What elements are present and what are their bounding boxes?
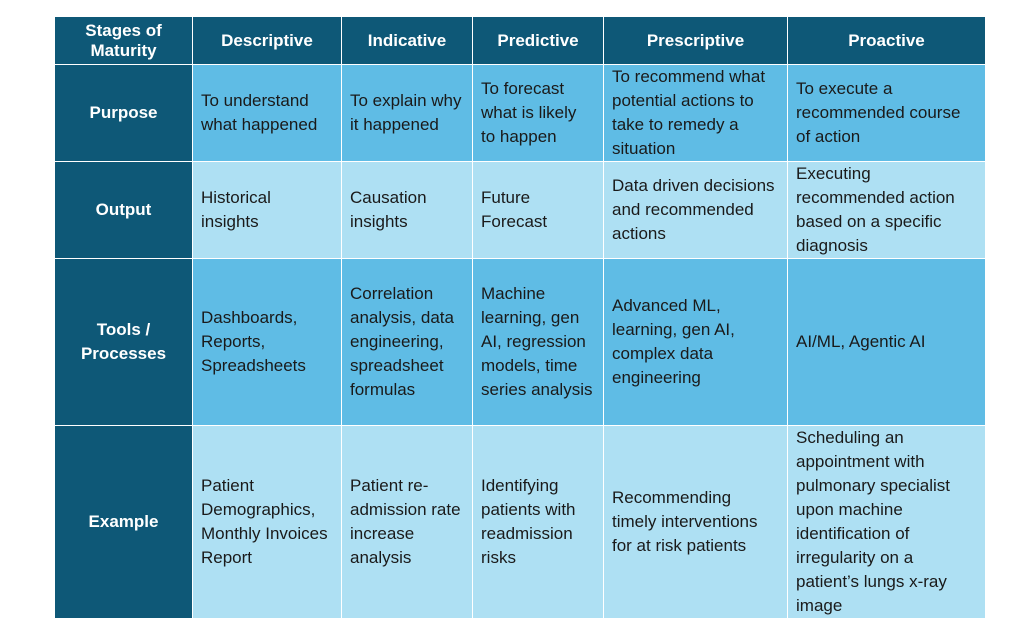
cell-output-indicative: Causation insights: [341, 161, 473, 259]
header-proactive: Proactive: [787, 16, 986, 65]
cell-output-proactive: Executing recommended action based on a …: [787, 161, 986, 259]
header-row: Stages of Maturity Descriptive Indicativ…: [54, 16, 986, 65]
cell-tools-proactive: AI/ML, Agentic AI: [787, 258, 986, 426]
row-purpose: Purpose To understand what happened To e…: [54, 64, 986, 162]
row-label-example: Example: [54, 425, 193, 619]
cell-example-indicative: Patient re-admission rate increase analy…: [341, 425, 473, 619]
row-example: Example Patient Demographics, Monthly In…: [54, 425, 986, 619]
row-tools-processes: Tools / Processes Dashboards, Reports, S…: [54, 258, 986, 426]
cell-tools-predictive: Machine learning, gen AI, regression mod…: [472, 258, 604, 426]
cell-example-predictive: Identifying patients with readmission ri…: [472, 425, 604, 619]
cell-purpose-proactive: To execute a recommended course of actio…: [787, 64, 986, 162]
row-output: Output Historical insights Causation ins…: [54, 161, 986, 259]
cell-purpose-indicative: To explain why it happened: [341, 64, 473, 162]
cell-output-predictive: Future Forecast: [472, 161, 604, 259]
row-label-purpose: Purpose: [54, 64, 193, 162]
cell-purpose-descriptive: To understand what happened: [192, 64, 342, 162]
header-corner: Stages of Maturity: [54, 16, 193, 65]
header-predictive: Predictive: [472, 16, 604, 65]
header-prescriptive: Prescriptive: [603, 16, 788, 65]
cell-purpose-prescriptive: To recommend what potential actions to t…: [603, 64, 788, 162]
header-indicative: Indicative: [341, 16, 473, 65]
row-label-output: Output: [54, 161, 193, 259]
cell-tools-prescriptive: Advanced ML, learning, gen AI, complex d…: [603, 258, 788, 426]
cell-example-prescriptive: Recommending timely interventions for at…: [603, 425, 788, 619]
row-label-tools-processes: Tools / Processes: [54, 258, 193, 426]
cell-output-descriptive: Historical insights: [192, 161, 342, 259]
cell-tools-descriptive: Dashboards, Reports, Spreadsheets: [192, 258, 342, 426]
maturity-stages-table: Stages of Maturity Descriptive Indicativ…: [54, 16, 986, 619]
cell-tools-indicative: Correlation analysis, data engineering, …: [341, 258, 473, 426]
cell-output-prescriptive: Data driven decisions and recommended ac…: [603, 161, 788, 259]
header-descriptive: Descriptive: [192, 16, 342, 65]
cell-purpose-predictive: To forecast what is likely to happen: [472, 64, 604, 162]
cell-example-descriptive: Patient Demographics, Monthly Invoices R…: [192, 425, 342, 619]
cell-example-proactive: Scheduling an appointment with pulmonary…: [787, 425, 986, 619]
